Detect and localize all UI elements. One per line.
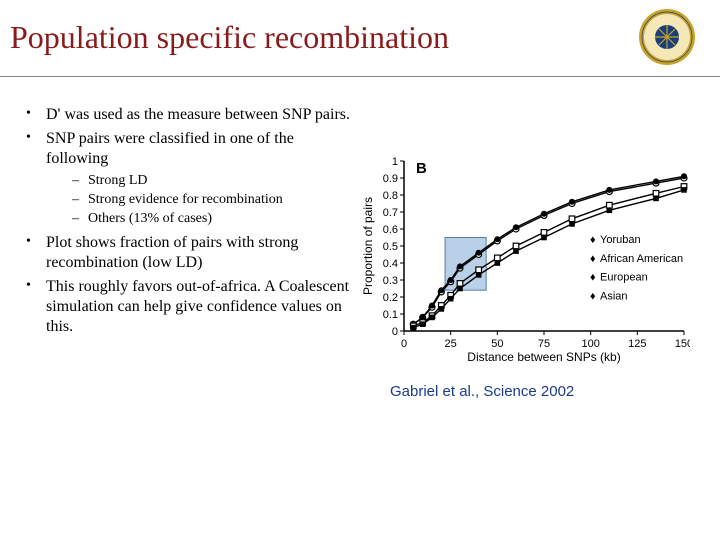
svg-text:♦: ♦ — [590, 272, 596, 284]
content-area: D' was used as the measure between SNP p… — [0, 77, 720, 410]
svg-text:125: 125 — [628, 338, 646, 350]
svg-text:0.8: 0.8 — [383, 190, 398, 202]
text-column: D' was used as the measure between SNP p… — [20, 105, 360, 400]
svg-text:50: 50 — [491, 338, 503, 350]
chart-svg: 0 0.1 0.2 0.3 0.4 0.5 0.6 0.7 0.8 0.9 1 0 25 50 75 100 1… — [360, 153, 690, 365]
svg-text:♦: ♦ — [590, 290, 596, 302]
header: Population specific recombination — [0, 0, 720, 77]
bullet-item: D' was used as the measure between SNP p… — [20, 105, 350, 125]
bullet-list: D' was used as the measure between SNP p… — [20, 105, 350, 337]
svg-text:0.6: 0.6 — [383, 224, 398, 236]
svg-text:75: 75 — [538, 338, 550, 350]
svg-text:0.1: 0.1 — [383, 309, 398, 321]
svg-text:150: 150 — [675, 338, 690, 350]
sub-bullet-list: Strong LD Strong evidence for recombinat… — [46, 173, 350, 227]
sub-bullet-item: Strong LD — [46, 173, 350, 190]
svg-text:♦: ♦ — [590, 234, 596, 246]
recombination-chart: 0 0.1 0.2 0.3 0.4 0.5 0.6 0.7 0.8 0.9 1 0 25 50 75 100 1… — [360, 153, 690, 365]
svg-text:0.7: 0.7 — [383, 207, 398, 219]
bullet-item: SNP pairs were classified in one of the … — [20, 129, 350, 227]
svg-text:Yoruban: Yoruban — [600, 234, 641, 246]
figure-caption: Gabriel et al., Science 2002 — [390, 383, 710, 400]
sub-bullet-item: Strong evidence for recombination — [46, 192, 350, 209]
svg-text:Proportion of pairs: Proportion of pairs — [361, 197, 375, 295]
svg-text:100: 100 — [581, 338, 599, 350]
svg-text:0: 0 — [401, 338, 407, 350]
svg-text:0.9: 0.9 — [383, 173, 398, 185]
svg-text:0: 0 — [392, 326, 398, 338]
svg-text:0.3: 0.3 — [383, 275, 398, 287]
svg-text:25: 25 — [445, 338, 457, 350]
sub-bullet-item: Others (13% of cases) — [46, 211, 350, 228]
bullet-item: Plot shows fraction of pairs with strong… — [20, 233, 350, 273]
page-title: Population specific recombination — [10, 19, 449, 56]
svg-text:♦: ♦ — [590, 253, 596, 265]
svg-text:African American: African American — [600, 253, 683, 265]
svg-text:Distance between SNPs (kb): Distance between SNPs (kb) — [467, 350, 620, 364]
university-seal-icon — [638, 8, 696, 66]
svg-text:0.5: 0.5 — [383, 241, 398, 253]
bullet-item: This roughly favors out-of-africa. A Coa… — [20, 277, 350, 337]
svg-text:0.4: 0.4 — [383, 258, 398, 270]
svg-text:Asian: Asian — [600, 290, 628, 302]
figure-column: 0 0.1 0.2 0.3 0.4 0.5 0.6 0.7 0.8 0.9 1 0 25 50 75 100 1… — [360, 105, 710, 400]
svg-text:0.2: 0.2 — [383, 292, 398, 304]
bullet-text: SNP pairs were classified in one of the … — [46, 130, 294, 167]
svg-text:European: European — [600, 272, 648, 284]
svg-text:B: B — [416, 160, 427, 177]
svg-text:1: 1 — [392, 156, 398, 168]
